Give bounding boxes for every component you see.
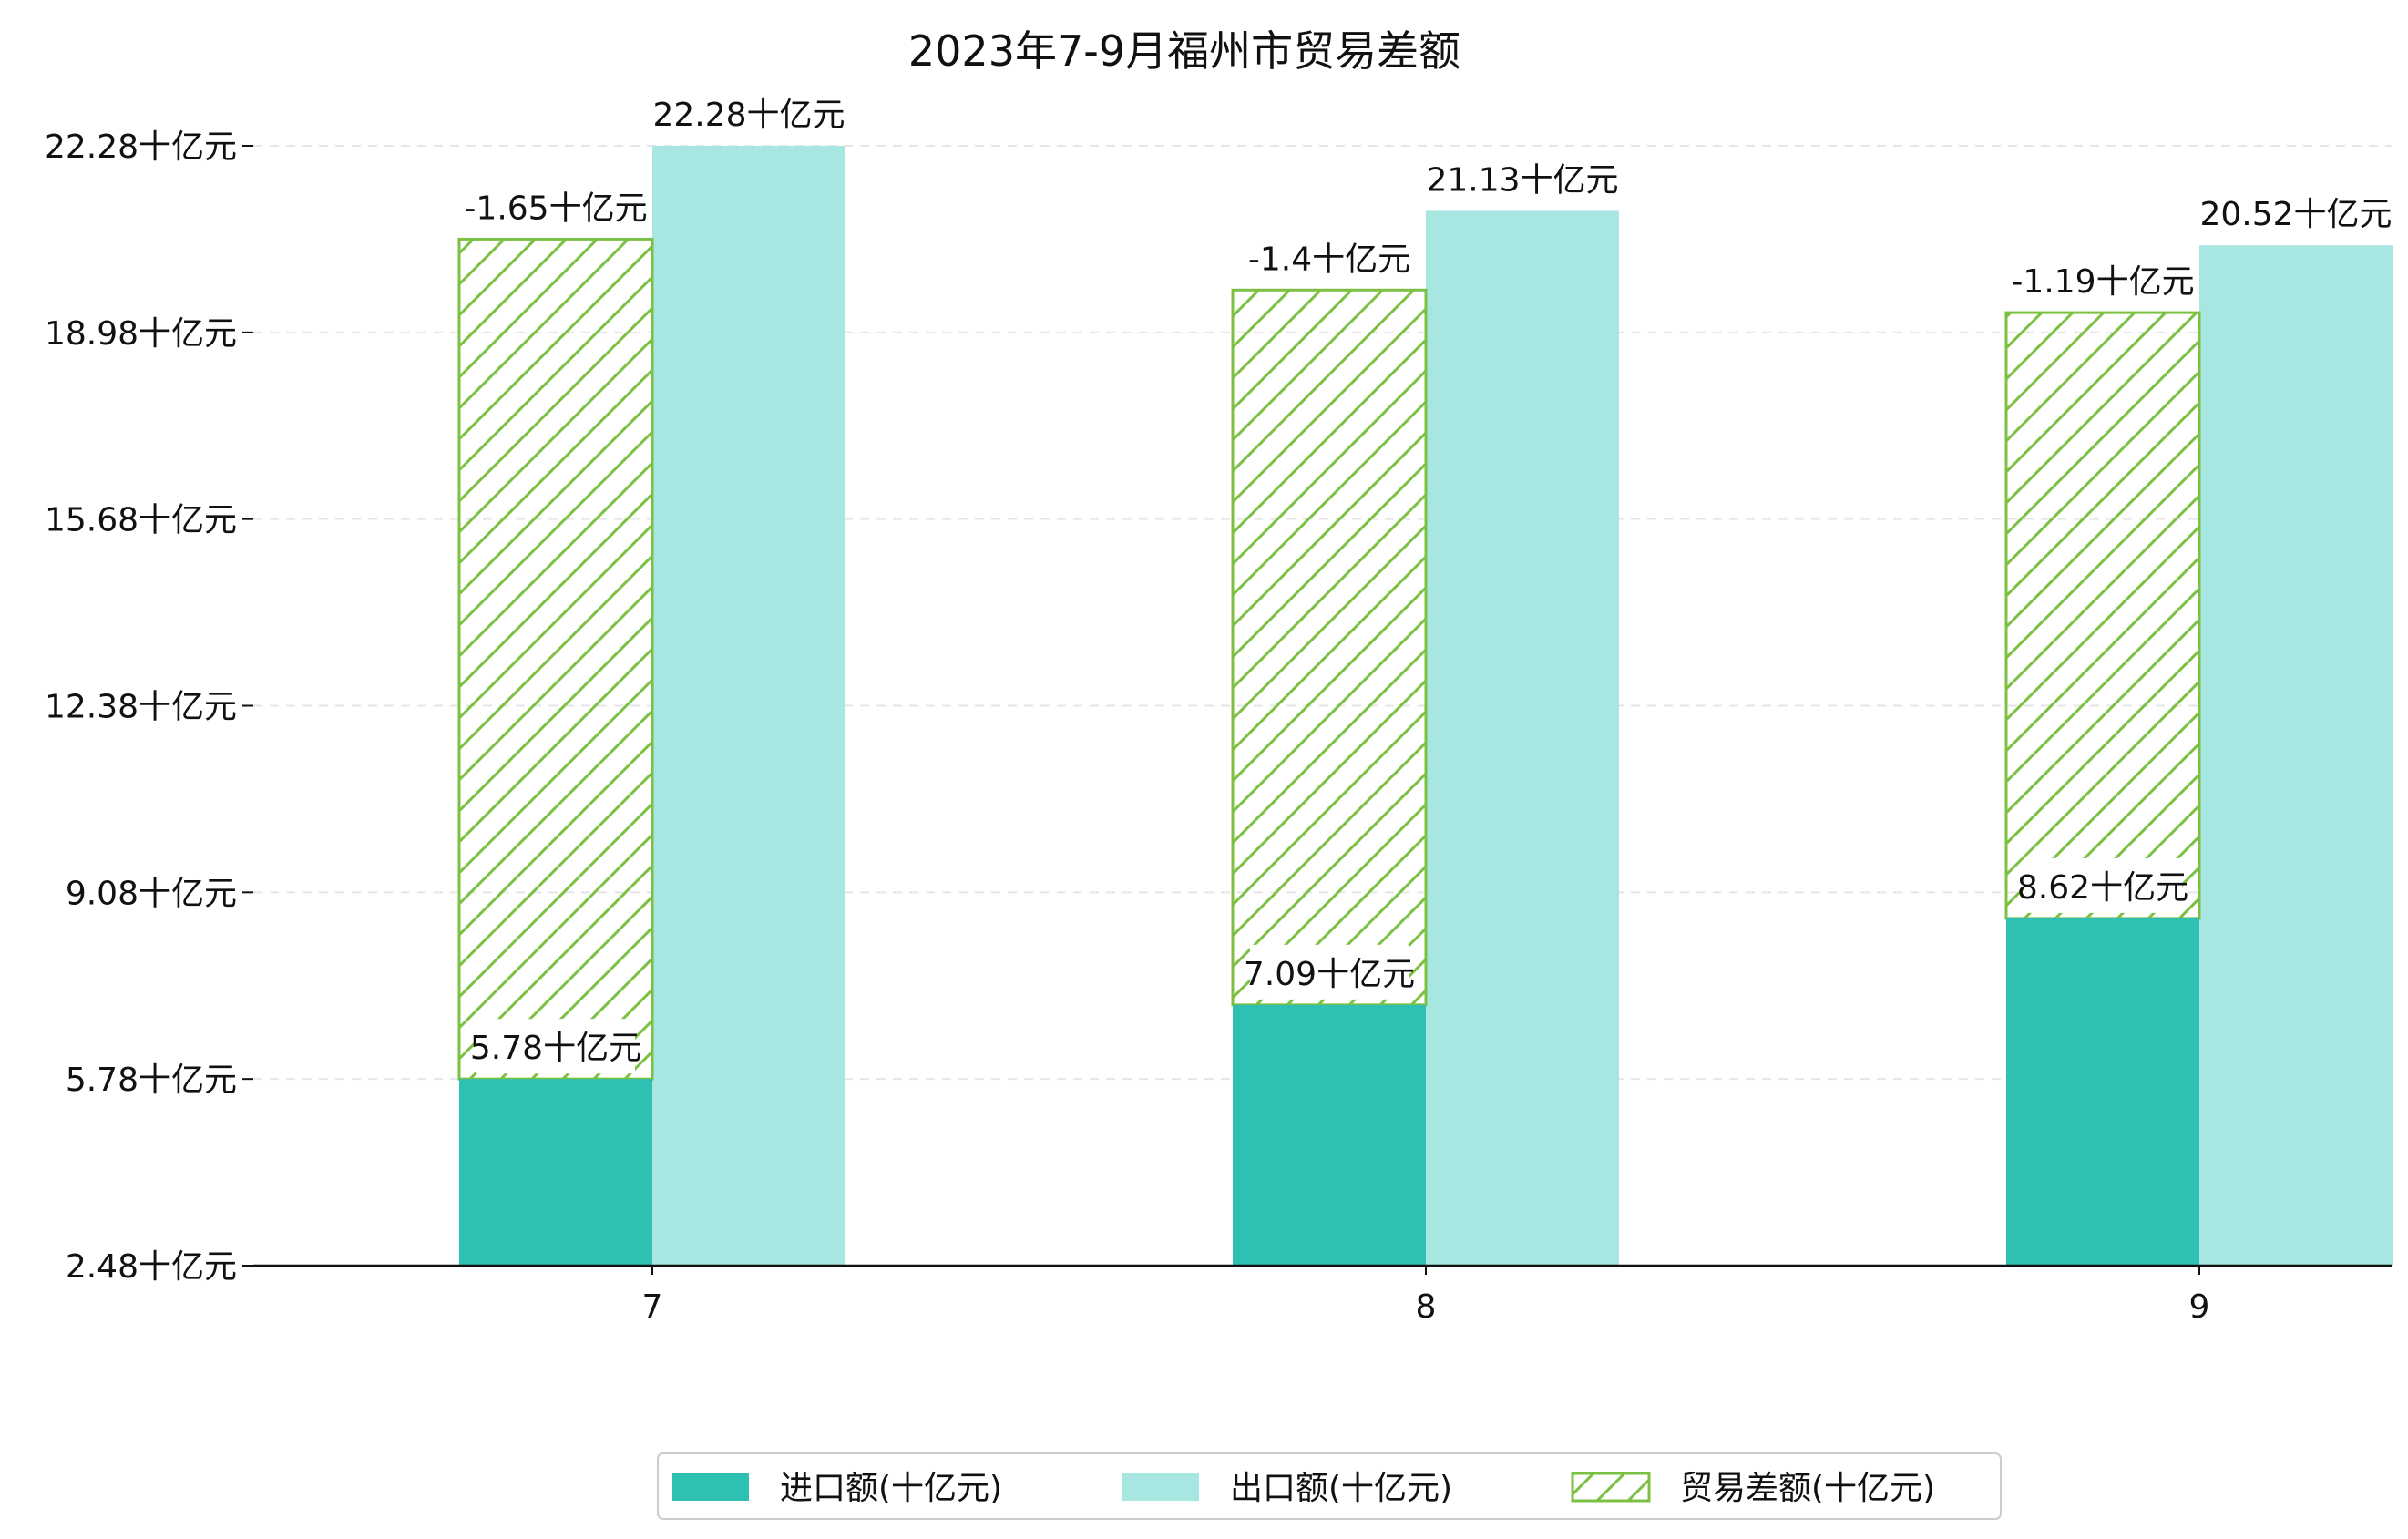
x-tick-label: 8: [1416, 1288, 1437, 1326]
import-value-label: 7.09十亿元: [1244, 956, 1415, 993]
trade-balance-value-label: -1.65十亿元: [464, 190, 647, 227]
trade-balance-bar: [457, 237, 654, 1081]
trade-balance-bar: [2004, 311, 2201, 920]
axes: 2.48十亿元 5.78十亿元 9.08十亿元 12.38十亿元 15.68十亿元 18.…: [45, 128, 2392, 1326]
trade-balance-value-label: -1.4十亿元: [1248, 241, 1410, 278]
import-bar: [459, 1079, 652, 1266]
export-value-label: 21.13十亿元: [1426, 161, 1618, 199]
legend-box: [657, 1452, 2002, 1520]
export-value-label-box: [2207, 185, 2385, 241]
y-tick-label: 22.28十亿元: [45, 128, 237, 166]
import-value-label: 8.62十亿元: [2017, 869, 2188, 907]
import-value-label-box: [1250, 944, 1409, 1000]
x-tick-label: 9: [2189, 1288, 2210, 1326]
legend-item-export-label: 出口额(十亿元): [1230, 1470, 1452, 1507]
legend-item-import-swatch: [672, 1473, 749, 1501]
export-value-label-box: [660, 86, 838, 140]
trade-balance-value-label-box: [2013, 252, 2192, 308]
import-value-label-box: [476, 1019, 635, 1074]
import-value-label: 5.78十亿元: [470, 1030, 641, 1067]
export-bar: [652, 146, 845, 1266]
export-value-label: 22.28十亿元: [652, 97, 845, 134]
trade-balance-value-label-box: [1250, 230, 1409, 285]
chart-title: 2023年7-9月福州市贸易差额: [908, 26, 1460, 76]
export-value-label: 20.52十亿元: [2199, 196, 2392, 233]
y-tick-label: 5.78十亿元: [66, 1062, 237, 1099]
bars: [457, 146, 2393, 1267]
y-tick-label: 15.68十亿元: [45, 502, 237, 539]
y-tick-label: 12.38十亿元: [45, 689, 237, 726]
data-labels: 22.28十亿元 -1.65十亿元 5.78十亿元 21.13十亿元 -1.4十亿元 7.…: [464, 86, 2393, 1074]
legend-item-trade-balance-swatch: [1571, 1472, 1651, 1503]
import-value-label-box: [2024, 857, 2182, 913]
x-tick-label: 7: [642, 1288, 663, 1326]
export-value-label-box: [1433, 150, 1612, 206]
trade-balance-value-label: -1.19十亿元: [2011, 263, 2194, 301]
legend-item-trade-balance-label: 贸易差额(十亿元): [1680, 1470, 1935, 1507]
y-tick-label: 18.98十亿元: [45, 315, 237, 353]
export-bar: [2199, 245, 2393, 1267]
y-tick-label: 9.08十亿元: [66, 875, 237, 912]
import-bar: [2006, 918, 2199, 1266]
legend-item-import-label: 进口额(十亿元): [780, 1470, 1002, 1507]
trade-balance-bar: [1231, 288, 1428, 1007]
export-bar: [1426, 210, 1619, 1266]
import-bar: [1233, 1004, 1426, 1266]
legend: 进口额(十亿元) 出口额(十亿元) 贸易差额(十亿元): [657, 1452, 2002, 1520]
legend-item-export-swatch: [1122, 1473, 1199, 1501]
trade-balance-value-label-box: [466, 179, 645, 234]
y-tick-label: 2.48十亿元: [66, 1248, 237, 1286]
